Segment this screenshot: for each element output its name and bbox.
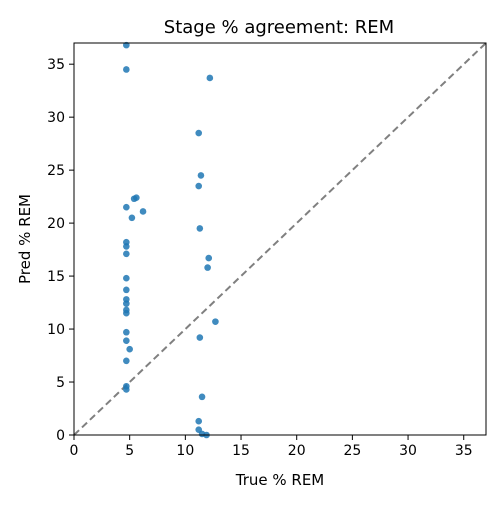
y-tick-label: 0	[56, 428, 65, 444]
x-axis-ticks: 0 5 10 15 20 25 30 35	[70, 435, 473, 459]
data-point	[123, 328, 130, 336]
data-point	[123, 243, 130, 250]
data-point	[195, 182, 203, 190]
data-point	[198, 393, 206, 401]
data-point	[123, 386, 130, 393]
plot-frame	[73, 42, 487, 436]
y-tick-label: 35	[47, 57, 65, 73]
data-point	[195, 129, 203, 137]
data-point	[123, 250, 130, 258]
data-point	[123, 274, 130, 282]
data-point	[126, 345, 133, 353]
y-tick-label: 5	[56, 375, 65, 391]
data-point	[123, 337, 130, 345]
data-point	[128, 214, 136, 222]
reference-line	[73, 42, 487, 436]
data-point	[206, 74, 214, 82]
chart-title: Stage % agreement: REM	[164, 17, 394, 38]
x-tick-label: 25	[343, 443, 361, 459]
y-tick-label: 15	[47, 269, 65, 285]
x-tick-label: 30	[399, 443, 417, 459]
data-point	[204, 264, 211, 271]
y-axis-label: Pred % REM	[16, 194, 34, 284]
data-point	[133, 194, 140, 201]
data-point	[197, 172, 205, 179]
x-axis-label: True % REM	[235, 471, 325, 489]
data-point	[123, 203, 130, 211]
y-tick-label: 20	[47, 216, 65, 232]
reference-line-layer	[73, 42, 487, 436]
data-point	[196, 334, 204, 341]
x-tick-label: 0	[70, 443, 79, 459]
x-tick-label: 10	[176, 443, 194, 459]
data-point	[212, 318, 219, 325]
data-points-layer	[123, 41, 219, 439]
y-tick-label: 30	[47, 110, 65, 126]
data-point	[123, 309, 130, 317]
x-tick-label: 5	[125, 443, 134, 459]
y-axis-ticks: 0 5 10 15 20 25 30 35	[47, 57, 74, 444]
data-point	[123, 357, 130, 365]
data-point	[139, 208, 147, 215]
data-point	[196, 225, 204, 232]
x-tick-label: 35	[455, 443, 473, 459]
data-point	[123, 300, 130, 307]
x-tick-label: 15	[232, 443, 250, 459]
data-point	[123, 66, 130, 73]
data-point	[205, 254, 213, 262]
data-point	[123, 286, 130, 294]
data-point	[195, 417, 203, 425]
y-tick-label: 10	[47, 322, 65, 338]
x-tick-label: 20	[288, 443, 306, 459]
y-tick-label: 25	[47, 163, 65, 179]
plot-area	[73, 41, 487, 439]
